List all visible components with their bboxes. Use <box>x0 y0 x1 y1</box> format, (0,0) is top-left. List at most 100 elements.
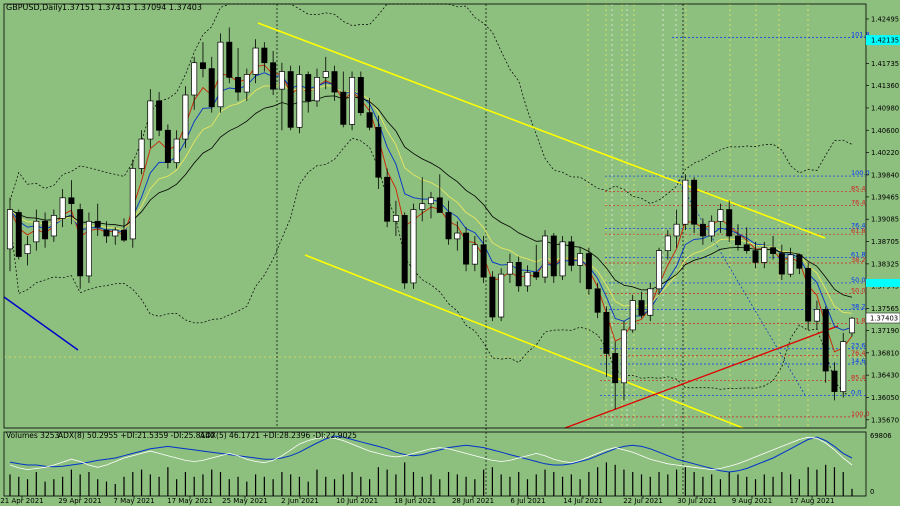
adx-white-line <box>9 436 853 471</box>
date-label: 29 Apr 2021 <box>58 497 101 505</box>
candle <box>515 262 522 287</box>
candle <box>787 254 794 275</box>
candle <box>796 254 803 269</box>
trend-lines <box>3 22 839 429</box>
date-label: 17 May 2021 <box>167 497 213 505</box>
date-label: 2 Jun 2021 <box>281 497 319 505</box>
date-label: 7 May 2021 <box>113 497 154 505</box>
candle <box>849 317 855 334</box>
candle <box>533 272 540 278</box>
candle <box>594 288 601 313</box>
candle <box>708 220 715 237</box>
fib-lower-label: 23.6 <box>851 342 865 350</box>
dotted-projection-line <box>677 179 806 396</box>
blue-trend-line <box>3 296 79 351</box>
candle <box>410 209 417 284</box>
fib-upper-label: 76.4 <box>851 198 865 206</box>
price-tick-label: 1.42495 <box>871 15 899 23</box>
candle <box>656 250 663 290</box>
date-label: 25 May 2021 <box>222 497 268 505</box>
candle <box>805 267 812 322</box>
candle <box>208 68 215 108</box>
date-label: 22 Jul 2021 <box>623 497 663 505</box>
candle <box>454 232 461 240</box>
candle <box>24 244 31 254</box>
candles <box>7 27 855 410</box>
current-price-label: 1.37403 <box>870 315 898 323</box>
candle <box>147 100 154 140</box>
candle <box>840 341 847 392</box>
symbol-label: GBPUSD,Daily <box>6 3 63 12</box>
price-axis: 1.42495 1.42135 1.41735 1.41360 1.40980 1.406… <box>3 3 900 497</box>
candle <box>419 203 426 210</box>
candle <box>349 77 356 125</box>
price-tick-label: 1.39465 <box>871 193 899 201</box>
fib-upper-label: 38.2 <box>851 256 865 264</box>
candle <box>322 71 329 78</box>
candle <box>831 370 838 392</box>
price-tick-label: 1.40220 <box>871 149 899 157</box>
highlight-price-label: 1.42135 <box>871 37 899 45</box>
candle <box>243 74 250 93</box>
level-price-box <box>866 278 900 287</box>
candle <box>647 288 654 316</box>
candle <box>638 300 645 316</box>
price-tick-label: 1.37190 <box>871 327 899 335</box>
candle <box>305 74 312 102</box>
price-tick-label: 1.39085 <box>871 216 899 224</box>
indicator-frame <box>3 431 867 497</box>
candle <box>752 250 759 263</box>
date-label: 28 Jun 2021 <box>452 497 494 505</box>
fib-upper-label: 50.0 <box>851 287 865 295</box>
candle <box>357 77 364 113</box>
price-tick-label: 1.39840 <box>871 171 899 179</box>
price-tick-label: 1.38705 <box>871 238 899 246</box>
candle <box>129 168 136 240</box>
fib-lower-label: 0.0 <box>851 389 861 397</box>
price-tick-label: 1.36430 <box>871 372 899 380</box>
candle <box>287 71 294 128</box>
candle <box>428 197 434 205</box>
volume-max-label: 69806 <box>870 432 892 440</box>
highlight-price-box <box>866 35 900 46</box>
candle <box>770 247 777 254</box>
candle <box>103 229 110 237</box>
candle <box>59 197 66 219</box>
candle <box>340 91 347 125</box>
date-label: 17 Aug 2021 <box>790 497 835 505</box>
date-label: 9 Aug 2021 <box>732 497 772 505</box>
fib-lower-label: 14.6 <box>851 357 865 365</box>
candle <box>489 276 496 318</box>
candle <box>761 247 768 263</box>
candle <box>673 223 680 237</box>
candle <box>620 329 627 384</box>
candle <box>42 220 49 240</box>
date-label: 30 Jul 2021 <box>677 497 717 505</box>
candle <box>182 94 189 140</box>
price-tick-label: 1.36810 <box>871 349 899 357</box>
candle <box>463 232 470 265</box>
candle <box>664 235 671 251</box>
price-tick-label: 1.35670 <box>871 416 899 424</box>
date-label: 14 Jul 2021 <box>563 497 603 505</box>
date-label: 10 Jun 2021 <box>336 497 378 505</box>
volumes-label: Volumes 3253 <box>6 431 60 440</box>
fib-upper-label: 101.8 <box>851 30 870 38</box>
fibonacci-levels: 101.8100.085.476.476.461.861.838.250.050… <box>600 30 870 418</box>
candle <box>612 353 619 384</box>
candle <box>331 71 338 93</box>
price-tick-label: 1.38325 <box>871 260 899 268</box>
candle <box>50 215 57 237</box>
candle <box>392 215 399 222</box>
adx5-label: ADX(5) 46.1721 +DI:28.2396 -DI:22.9025 <box>200 431 357 440</box>
candle <box>498 273 505 318</box>
candle <box>822 309 829 372</box>
fib-upper-label: 61.8 <box>851 251 865 259</box>
candle <box>94 220 101 228</box>
ma-long <box>9 95 853 298</box>
price-tick-label: 1.40600 <box>871 127 899 135</box>
candle <box>77 209 84 277</box>
candle <box>603 311 610 354</box>
candle <box>164 129 171 163</box>
candle <box>375 126 382 178</box>
